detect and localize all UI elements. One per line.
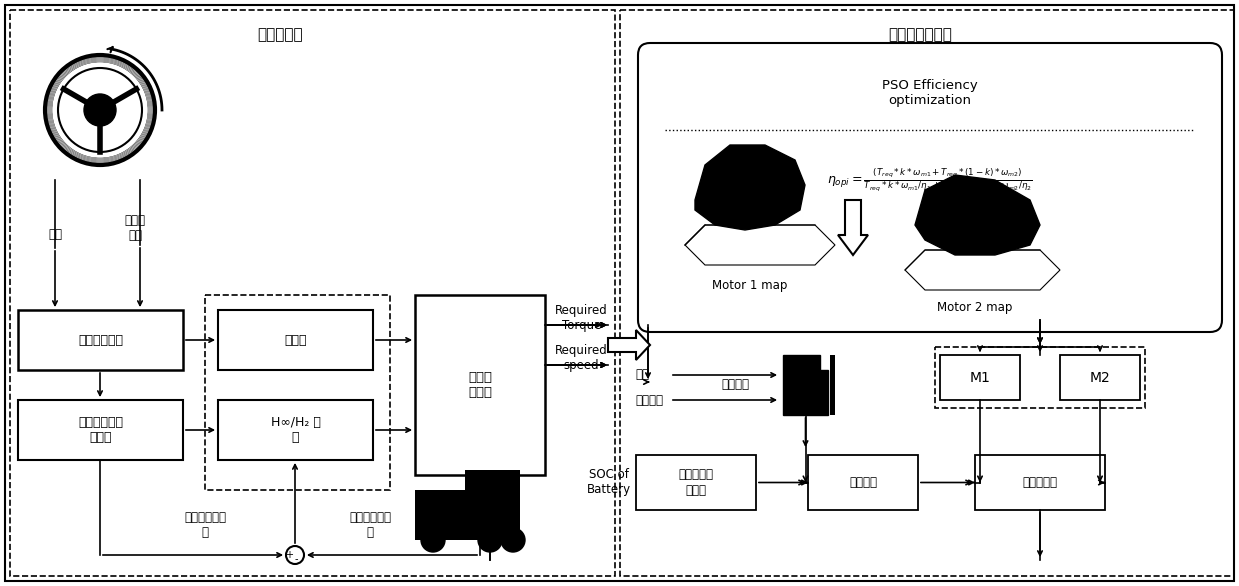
Text: +: + <box>285 550 292 560</box>
Polygon shape <box>608 330 650 360</box>
Text: 车速: 车速 <box>48 229 62 241</box>
Bar <box>415 490 510 540</box>
Circle shape <box>84 94 116 126</box>
Text: 变转向传动比: 变转向传动比 <box>78 333 123 346</box>
Text: 稳定性控制: 稳定性控制 <box>258 28 302 43</box>
Text: 能量优化与分配: 能量优化与分配 <box>888 28 952 43</box>
Bar <box>19 310 183 370</box>
FancyBboxPatch shape <box>638 43 1222 332</box>
Circle shape <box>286 546 304 564</box>
Text: Motor 1 map: Motor 1 map <box>712 278 788 291</box>
Bar <box>10 10 615 576</box>
Text: Required
Torque: Required Torque <box>555 304 608 332</box>
Text: 力矩耦合器: 力矩耦合器 <box>1022 476 1058 489</box>
Text: 逆控制: 逆控制 <box>284 333 307 346</box>
Text: 电池能量管
理系统: 电池能量管 理系统 <box>679 468 714 496</box>
Text: 转向盘
转角: 转向盘 转角 <box>124 214 145 242</box>
Text: PSO Efficiency
optimization: PSO Efficiency optimization <box>882 79 978 107</box>
Text: 车速: 车速 <box>636 369 649 381</box>
Text: 实际横摇角速
度: 实际横摇角速 度 <box>349 511 392 539</box>
Bar <box>218 400 373 460</box>
Circle shape <box>421 528 445 552</box>
Bar <box>465 470 520 540</box>
Text: H∞/H₂ 控
制: H∞/H₂ 控 制 <box>270 416 321 444</box>
Bar <box>204 295 390 490</box>
Text: 模式切换: 模式切换 <box>849 476 877 489</box>
Bar <box>415 295 545 475</box>
Text: $\eta_{opi} = \frac{(T_{req}*k*\omega_{m1}+T_{req}*(1-k)*\omega_{m2})}{T_{req}*k: $\eta_{opi} = \frac{(T_{req}*k*\omega_{m… <box>828 166 1033 193</box>
Text: Motor 2 map: Motor 2 map <box>938 302 1012 315</box>
Polygon shape <box>914 175 1040 255</box>
Bar <box>975 455 1105 510</box>
Text: 参考横摇角速
度模型: 参考横摇角速 度模型 <box>78 416 123 444</box>
Circle shape <box>501 528 525 552</box>
Polygon shape <box>838 200 869 255</box>
Text: 前轮转角: 前轮转角 <box>636 394 663 407</box>
Bar <box>935 347 1145 408</box>
Bar <box>940 355 1020 400</box>
Bar <box>218 310 373 370</box>
Text: M2: M2 <box>1089 370 1110 384</box>
Text: Required
speed: Required speed <box>555 344 608 372</box>
Bar <box>808 455 918 510</box>
Bar <box>1061 355 1140 400</box>
Text: M1: M1 <box>970 370 990 384</box>
Bar <box>620 10 1234 576</box>
Circle shape <box>58 68 142 152</box>
Text: SOC of
Battery: SOC of Battery <box>587 468 631 496</box>
Polygon shape <box>695 145 805 230</box>
Bar <box>830 355 835 415</box>
Text: -: - <box>294 554 297 564</box>
Bar <box>19 400 183 460</box>
Text: 理想横摇角速
度: 理想横摇角速 度 <box>185 511 225 539</box>
Circle shape <box>478 528 502 552</box>
Polygon shape <box>685 225 835 265</box>
Text: 模式识别: 模式识别 <box>721 379 750 391</box>
Bar <box>636 455 756 510</box>
Polygon shape <box>904 250 1061 290</box>
Text: 车辆状
态空间: 车辆状 态空间 <box>468 371 492 399</box>
Polygon shape <box>783 355 828 415</box>
